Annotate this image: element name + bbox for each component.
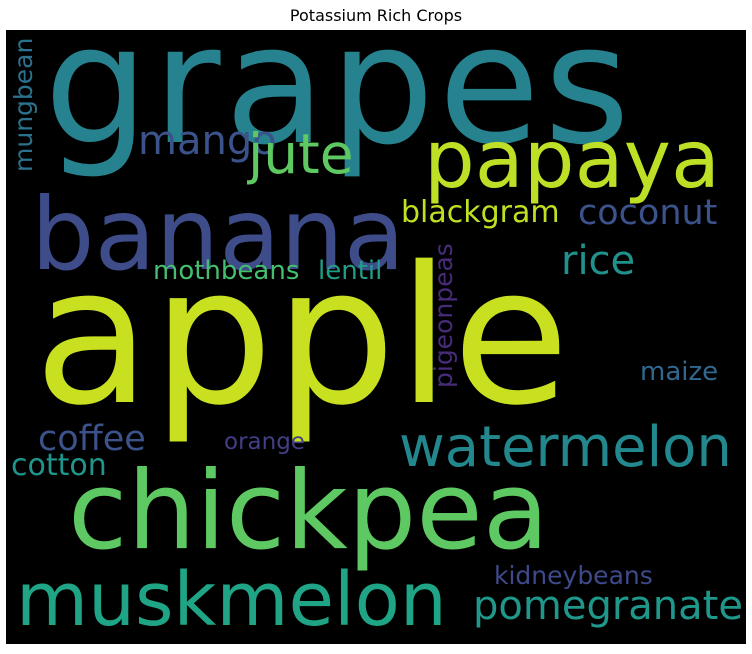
- word-watermelon: watermelon: [399, 415, 732, 480]
- word-blackgram: blackgram: [401, 195, 560, 230]
- word-banana: banana: [31, 176, 406, 293]
- word-maize: maize: [640, 357, 719, 387]
- word-coconut: coconut: [578, 193, 718, 233]
- word-rice: rice: [561, 238, 636, 284]
- word-chickpea: chickpea: [68, 449, 549, 574]
- word-mango: mango: [138, 118, 277, 164]
- word-cloud: grapes papaya banana mango jute mungbean…: [6, 30, 746, 644]
- word-mungbean: mungbean: [9, 37, 38, 172]
- word-mothbeans: mothbeans: [153, 256, 300, 286]
- word-papaya: papaya: [424, 113, 720, 206]
- word-coffee: coffee: [38, 419, 146, 459]
- word-apple: apple: [34, 226, 572, 447]
- word-orange: orange: [224, 429, 305, 455]
- word-grapes: grapes: [44, 30, 634, 181]
- word-lentil: lentil: [318, 256, 383, 286]
- word-pomegranate: pomegranate: [473, 583, 743, 629]
- word-jute: jute: [248, 122, 354, 186]
- word-cotton: cotton: [11, 448, 107, 483]
- word-muskmelon: muskmelon: [16, 557, 447, 643]
- word-kidneybeans: kidneybeans: [494, 561, 653, 590]
- chart-title: Potassium Rich Crops: [289, 6, 463, 25]
